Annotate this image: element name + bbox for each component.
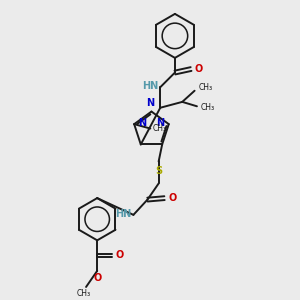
Text: S: S	[155, 166, 162, 176]
Text: CH₃: CH₃	[77, 289, 91, 298]
Text: N: N	[146, 98, 154, 108]
Text: CH₃: CH₃	[200, 103, 214, 112]
Text: O: O	[168, 193, 176, 203]
Text: HN: HN	[142, 81, 158, 91]
Text: CH₃: CH₃	[153, 124, 167, 133]
Text: O: O	[116, 250, 124, 260]
Text: O: O	[195, 64, 203, 74]
Text: N: N	[138, 118, 146, 128]
Text: HN: HN	[115, 209, 131, 219]
Text: O: O	[93, 273, 101, 283]
Text: N: N	[157, 118, 165, 128]
Text: CH₃: CH₃	[198, 83, 212, 92]
